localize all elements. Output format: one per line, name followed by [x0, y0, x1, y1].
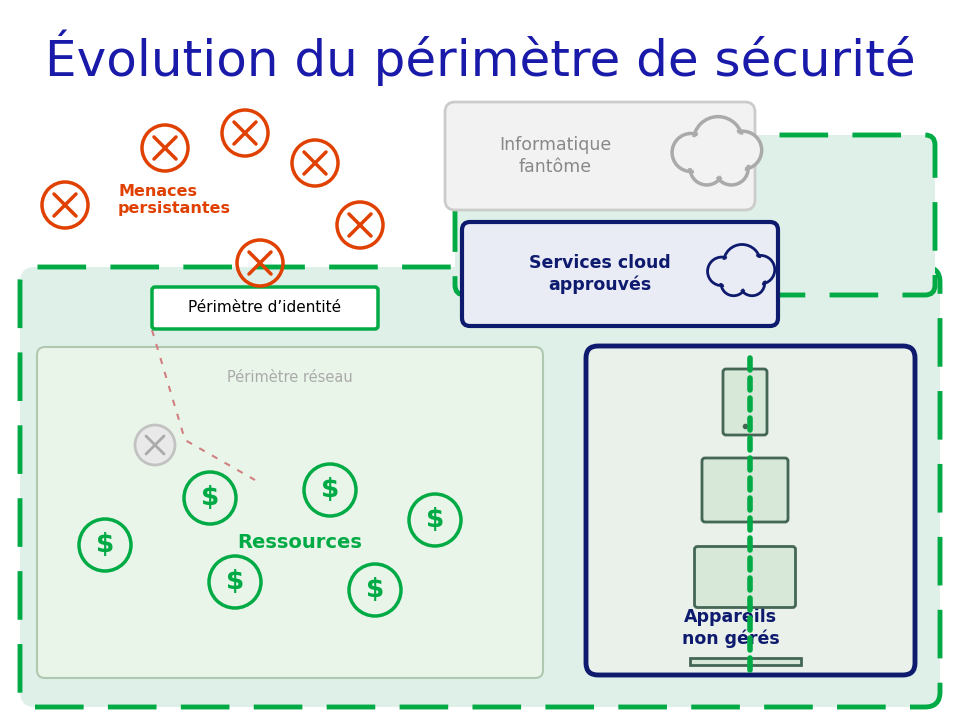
Circle shape	[727, 135, 758, 166]
Text: Périmètre réseau: Périmètre réseau	[228, 369, 353, 384]
FancyBboxPatch shape	[445, 102, 755, 210]
Text: $: $	[366, 577, 384, 603]
Text: $: $	[321, 477, 339, 503]
Circle shape	[726, 247, 758, 279]
Circle shape	[724, 245, 760, 282]
Circle shape	[710, 260, 733, 283]
Bar	[465, 282, 925, 285]
FancyBboxPatch shape	[152, 287, 378, 329]
Circle shape	[693, 155, 720, 181]
Text: Appareils
non gérés: Appareils non gérés	[682, 608, 780, 649]
FancyBboxPatch shape	[694, 546, 796, 608]
Text: $: $	[426, 507, 444, 533]
FancyBboxPatch shape	[455, 135, 935, 295]
Circle shape	[742, 273, 762, 293]
Text: Évolution du périmètre de sécurité: Évolution du périmètre de sécurité	[45, 30, 915, 86]
Circle shape	[690, 151, 724, 185]
FancyBboxPatch shape	[702, 458, 788, 522]
Text: Informatique
fantôme: Informatique fantôme	[499, 136, 612, 176]
Circle shape	[697, 120, 739, 163]
Circle shape	[676, 137, 707, 168]
FancyBboxPatch shape	[462, 222, 778, 326]
Circle shape	[721, 271, 746, 296]
Circle shape	[749, 258, 772, 282]
FancyBboxPatch shape	[586, 346, 915, 675]
Circle shape	[724, 131, 761, 169]
FancyBboxPatch shape	[20, 267, 940, 707]
Circle shape	[714, 151, 748, 185]
Text: Ressources: Ressources	[237, 534, 363, 552]
Text: $: $	[201, 485, 219, 511]
Text: Menaces
persistantes: Menaces persistantes	[118, 184, 231, 216]
Circle shape	[718, 155, 745, 181]
Circle shape	[135, 425, 175, 465]
Circle shape	[693, 117, 743, 166]
Text: $: $	[226, 569, 244, 595]
Text: Périmètre d’identité: Périmètre d’identité	[188, 300, 342, 315]
FancyBboxPatch shape	[723, 369, 767, 435]
Text: Services cloud
approuvés: Services cloud approuvés	[529, 253, 671, 294]
Circle shape	[672, 133, 710, 171]
FancyBboxPatch shape	[37, 347, 543, 678]
Bar	[689, 657, 801, 665]
Circle shape	[739, 271, 765, 296]
Text: $: $	[96, 532, 114, 558]
Circle shape	[708, 257, 736, 286]
Circle shape	[746, 256, 775, 284]
Circle shape	[724, 273, 744, 293]
